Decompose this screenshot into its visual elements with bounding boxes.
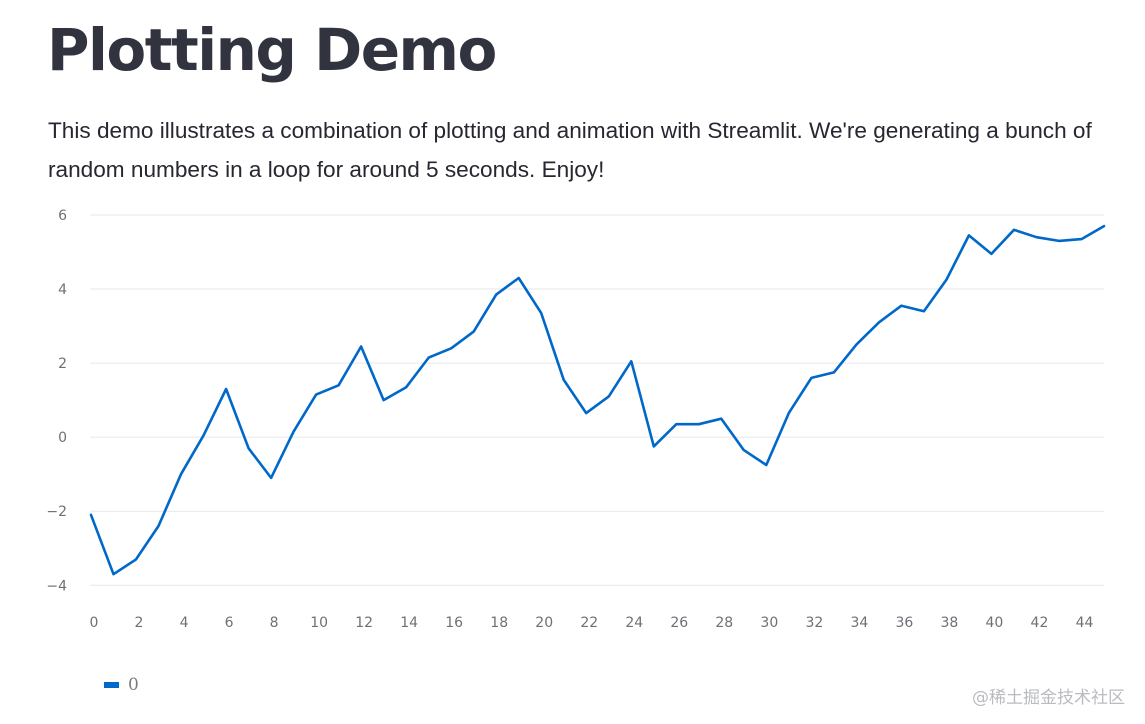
y-tick-label: 4	[58, 282, 67, 298]
x-tick-label: 8	[270, 615, 279, 631]
legend-swatch-icon	[104, 682, 119, 688]
chart-legend[interactable]: 0	[104, 672, 139, 698]
x-tick-label: 28	[715, 615, 733, 631]
series-layer	[89, 224, 1106, 576]
x-tick-label: 38	[941, 615, 959, 631]
x-tick-label: 34	[850, 615, 868, 631]
x-tick-label: 36	[895, 615, 913, 631]
y-tick-label: 6	[58, 208, 67, 224]
x-tick-label: 16	[445, 615, 463, 631]
y-axis: −4 −2 0 2 4 6	[46, 208, 67, 594]
x-tick-label: 20	[535, 615, 553, 631]
watermark: @稀土掘金技术社区	[972, 688, 1125, 708]
legend-label: 0	[128, 675, 139, 695]
chart-grid	[90, 214, 1104, 586]
series-line-0[interactable]	[89, 224, 1106, 576]
x-tick-label: 14	[400, 615, 418, 631]
x-tick-label: 32	[805, 615, 823, 631]
x-tick-label: 10	[310, 615, 328, 631]
y-tick-label: −4	[46, 578, 67, 594]
x-tick-label: 22	[580, 615, 598, 631]
x-tick-label: 0	[90, 615, 99, 631]
x-tick-label: 24	[625, 615, 643, 631]
y-tick-label: 0	[58, 430, 67, 446]
x-tick-label: 12	[355, 615, 373, 631]
x-tick-label: 40	[986, 615, 1004, 631]
x-tick-label: 26	[670, 615, 688, 631]
x-tick-label: 2	[135, 615, 144, 631]
y-tick-label: 2	[58, 356, 67, 372]
x-tick-label: 6	[225, 615, 234, 631]
y-tick-label: −2	[46, 504, 67, 520]
x-tick-label: 42	[1031, 615, 1049, 631]
x-tick-label: 44	[1076, 615, 1094, 631]
page-description: This demo illustrates a combination of p…	[48, 118, 1092, 182]
x-tick-label: 30	[760, 615, 778, 631]
x-tick-label: 4	[180, 615, 189, 631]
x-tick-label: 18	[490, 615, 508, 631]
x-axis: 0 2 4 6 8 10 12 14 16 18 20 22 24 26 28 30 32 34 36 38 40 42 4…	[90, 615, 1094, 631]
page-title: Plotting Demo	[47, 16, 497, 84]
